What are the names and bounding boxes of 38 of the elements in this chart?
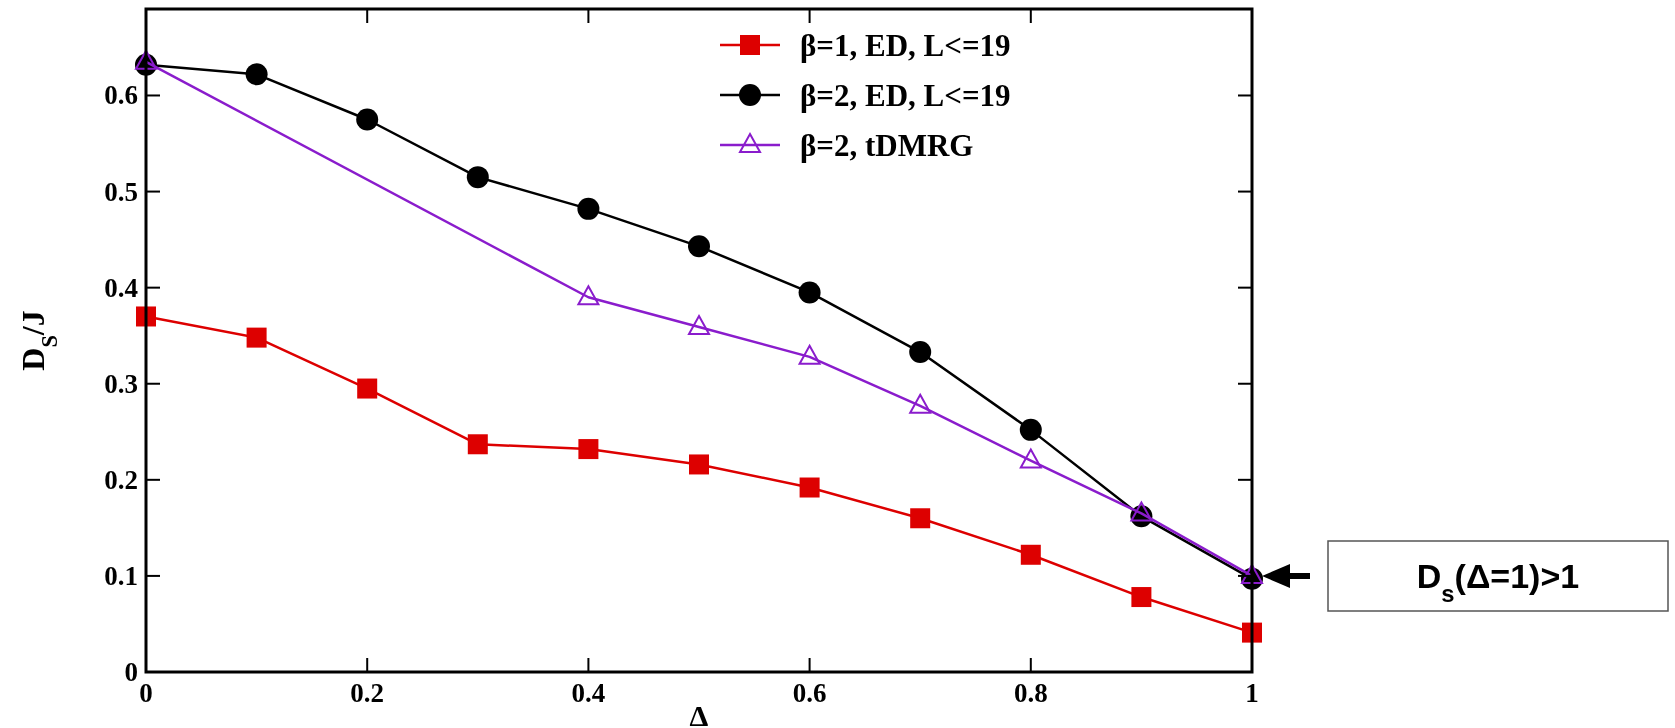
point xyxy=(246,327,267,348)
y-tick-label: 0.2 xyxy=(104,464,138,495)
point xyxy=(1019,448,1042,469)
point xyxy=(1019,418,1042,441)
legend-label: β=1, ED, L<=19 xyxy=(800,28,1011,63)
legend-label: β=2, tDMRG xyxy=(800,128,974,163)
x-tick-label: 0.2 xyxy=(350,678,385,708)
x-tick-label: 0.8 xyxy=(1013,678,1048,708)
point xyxy=(578,439,599,460)
point xyxy=(688,315,710,336)
x-axis-title: Δ xyxy=(689,699,709,728)
x-tick-label: 0.6 xyxy=(792,678,827,708)
point xyxy=(356,108,379,131)
y-tick-label: 0 xyxy=(124,657,138,687)
legend-label: β=2, ED, L<=19 xyxy=(800,78,1011,113)
point xyxy=(910,508,931,529)
point xyxy=(689,454,709,475)
point xyxy=(688,235,710,258)
text: D$_{s}$(Δ=1)>1 xyxy=(1416,557,1580,607)
x-tick-label: 0.4 xyxy=(571,678,606,708)
point xyxy=(357,378,378,399)
y-tick-label: 0.5 xyxy=(104,176,138,207)
point xyxy=(1020,544,1041,565)
point xyxy=(467,434,488,455)
y-tick-label: 0.1 xyxy=(104,560,138,591)
point xyxy=(466,166,489,189)
y-tick-label: 0.3 xyxy=(104,368,138,399)
x-tick-label: 1 xyxy=(1245,678,1259,708)
point xyxy=(798,281,821,304)
point xyxy=(1131,587,1152,608)
point xyxy=(1130,501,1153,522)
point xyxy=(909,341,932,364)
y-tick-label: 0.4 xyxy=(104,272,138,303)
y-tick-label: 0.6 xyxy=(104,80,138,111)
point xyxy=(799,477,820,498)
point xyxy=(577,285,600,306)
point xyxy=(245,63,268,86)
point xyxy=(577,197,600,220)
